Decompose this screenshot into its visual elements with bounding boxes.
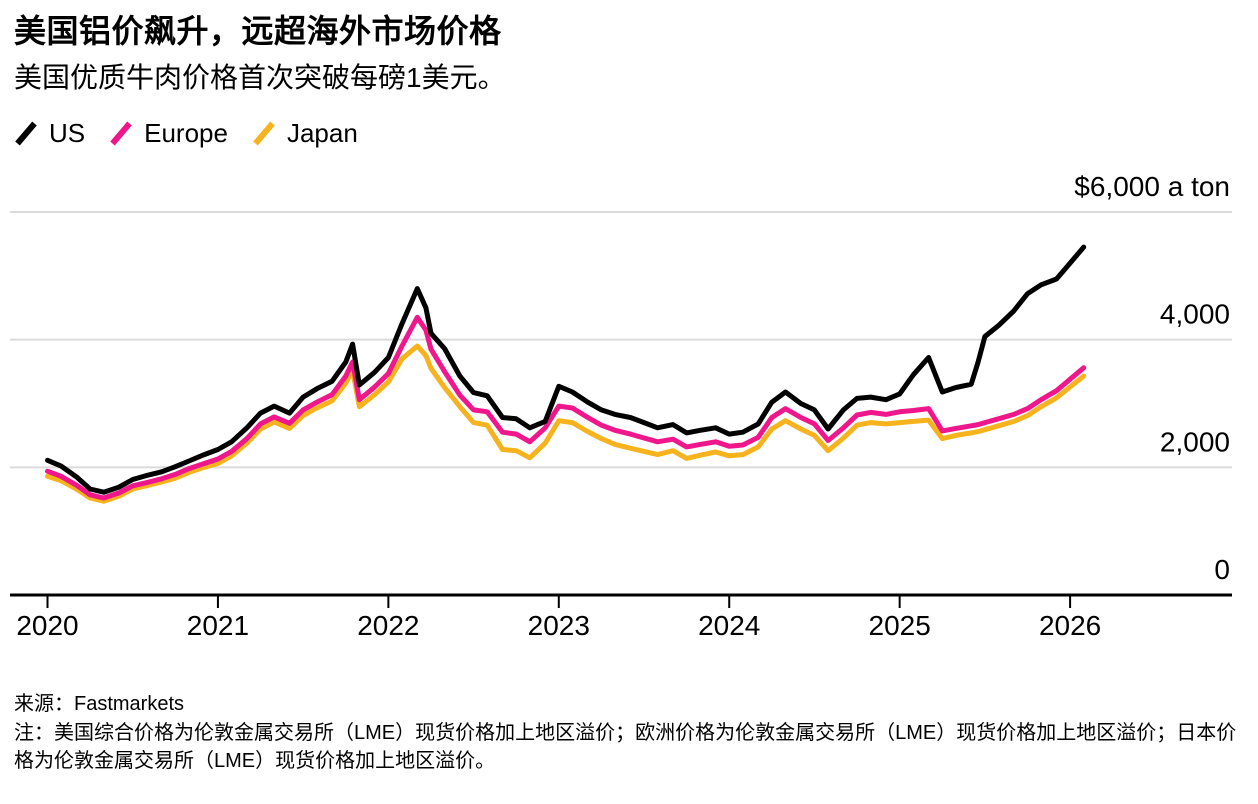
legend-item-us: US	[14, 118, 85, 149]
x-axis-label-2026: 2026	[1039, 610, 1101, 641]
us-series-slash-icon	[15, 121, 37, 146]
japan-series-slash-icon	[253, 121, 275, 146]
y-axis-label-2000: 2,000	[1160, 426, 1230, 457]
series-line-europe	[45, 314, 1087, 501]
x-axis-label-2023: 2023	[528, 610, 590, 641]
x-axis-label-2021: 2021	[187, 610, 249, 641]
footer: 来源：Fastmarkets 注：美国综合价格为伦敦金属交易所（LME）现货价格…	[14, 690, 1244, 775]
x-axis-label-2020: 2020	[16, 610, 78, 641]
source-label: 来源：Fastmarkets	[14, 693, 185, 715]
legend-label-us: US	[49, 118, 86, 148]
y-axis-label-0: 0	[1214, 554, 1230, 585]
legend-label-europe: Europe	[144, 118, 228, 148]
x-axis-label-2024: 2024	[698, 610, 760, 641]
page-title: 美国铝价飙升，远超海外市场价格	[14, 13, 502, 49]
europe-series-slash-icon	[110, 121, 132, 146]
x-axis-label-2022: 2022	[357, 610, 419, 641]
series-line-japan	[45, 343, 1087, 504]
x-axis-label-2025: 2025	[869, 610, 931, 641]
legend: US Europe Japan	[14, 118, 358, 149]
page-subtitle: 美国优质牛肉价格首次突破每磅1美元。	[14, 62, 506, 93]
footnote: 注：美国综合价格为伦敦金属交易所（LME）现货价格加上地区溢价；欧洲价格为伦敦金…	[14, 722, 1237, 772]
legend-item-japan: Japan	[252, 118, 358, 149]
y-axis-label-4000: 4,000	[1160, 299, 1230, 330]
price-line-chart: 0 2,000 4,000 $6,000 a ton 2020 2021 2022 2023 2…	[10, 171, 1232, 641]
series-line-us	[45, 244, 1087, 495]
legend-item-europe: Europe	[109, 118, 228, 149]
y-axis-label-6000: $6,000 a ton	[1074, 171, 1230, 202]
legend-label-japan: Japan	[286, 118, 358, 148]
